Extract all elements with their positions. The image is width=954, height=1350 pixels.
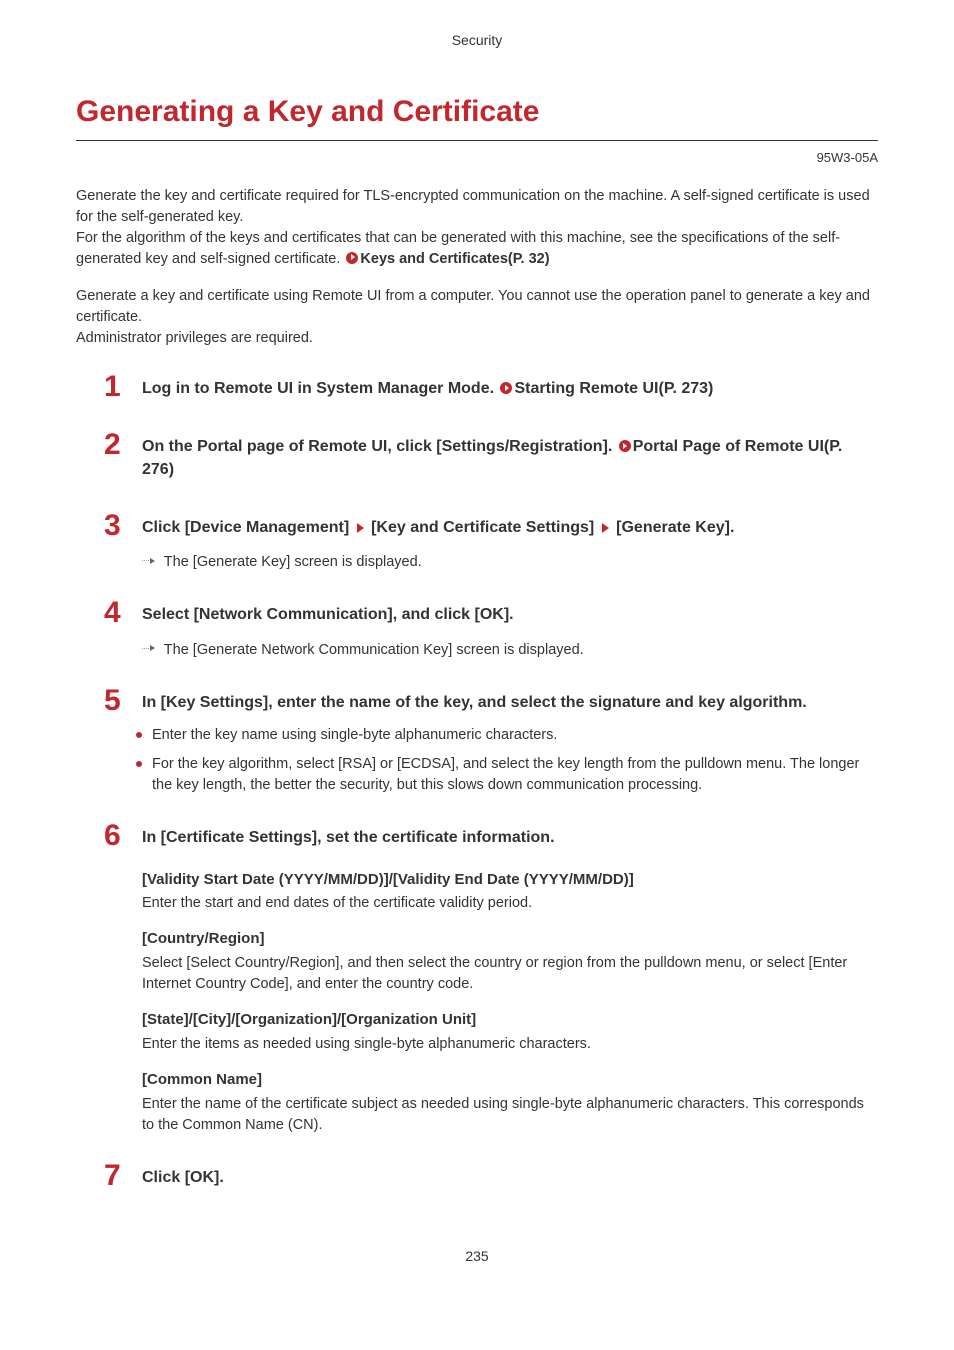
- step-number: 2: [104, 431, 134, 460]
- document-code: 95W3-05A: [76, 149, 878, 168]
- step-5: 5 In [Key Settings], enter the name of t…: [104, 687, 878, 716]
- intro-paragraph: Generate the key and certificate require…: [76, 186, 878, 228]
- breadcrumb-separator-icon: [357, 523, 364, 533]
- step-number: 5: [104, 687, 134, 716]
- step-number: 1: [104, 373, 134, 402]
- step-part: [Generate Key].: [616, 519, 734, 536]
- cert-item-body: Select [Select Country/Region], and then…: [142, 953, 878, 995]
- intro-block-2: Generate a key and certificate using Rem…: [76, 286, 878, 349]
- cert-common-name: [Common Name] Enter the name of the cert…: [142, 1069, 878, 1136]
- step-7: 7 Click [OK].: [104, 1162, 878, 1191]
- list-item: For the key algorithm, select [RSA] or […: [134, 754, 878, 796]
- cert-state-city-org: [State]/[City]/[Organization]/[Organizat…: [142, 1009, 878, 1055]
- cert-validity-dates: [Validity Start Date (YYYY/MM/DD)]/[Vali…: [142, 869, 878, 915]
- keys-certificates-link[interactable]: Keys and Certificates(P. 32): [360, 251, 549, 267]
- list-item: Enter the key name using single-byte alp…: [134, 725, 878, 746]
- intro-paragraph: For the algorithm of the keys and certif…: [76, 228, 878, 270]
- step-2: 2 On the Portal page of Remote UI, click…: [104, 431, 878, 481]
- link-play-icon: [500, 382, 512, 394]
- cert-item-head: [Common Name]: [142, 1069, 878, 1091]
- starting-remote-ui-link[interactable]: Starting Remote UI(P. 273): [514, 380, 713, 397]
- step-number: 7: [104, 1162, 134, 1191]
- cert-item-body: Enter the items as needed using single-b…: [142, 1034, 878, 1055]
- cert-item-body: Enter the start and end dates of the cer…: [142, 893, 878, 914]
- result-text: The [Generate Key] screen is displayed.: [164, 554, 422, 570]
- result-arrow-icon: [142, 645, 158, 653]
- link-play-icon: [346, 252, 358, 264]
- step-heading: Click [OK].: [142, 1162, 224, 1189]
- step-heading: Log in to Remote UI in System Manager Mo…: [142, 373, 713, 400]
- step-5-bullets: Enter the key name using single-byte alp…: [134, 725, 878, 796]
- page-title: Generating a Key and Certificate: [76, 90, 878, 141]
- step-number: 6: [104, 822, 134, 851]
- step-3: 3 Click [Device Management] [Key and Cer…: [104, 512, 878, 541]
- link-play-icon: [619, 440, 631, 452]
- step-number: 4: [104, 599, 134, 628]
- step-part: Click [Device Management]: [142, 519, 349, 536]
- step-4-result: The [Generate Network Communication Key]…: [142, 640, 878, 661]
- cert-item-head: [State]/[City]/[Organization]/[Organizat…: [142, 1009, 878, 1031]
- step-text: Log in to Remote UI in System Manager Mo…: [142, 380, 498, 397]
- step-3-result: The [Generate Key] screen is displayed.: [142, 552, 878, 573]
- step-heading: In [Key Settings], enter the name of the…: [142, 687, 807, 714]
- step-text: On the Portal page of Remote UI, click […: [142, 438, 617, 455]
- cert-item-head: [Country/Region]: [142, 928, 878, 950]
- step-1: 1 Log in to Remote UI in System Manager …: [104, 373, 878, 402]
- step-heading: On the Portal page of Remote UI, click […: [142, 431, 878, 481]
- intro-paragraph: Generate a key and certificate using Rem…: [76, 286, 878, 328]
- section-header: Security: [76, 30, 878, 50]
- cert-country-region: [Country/Region] Select [Select Country/…: [142, 928, 878, 995]
- intro-block: Generate the key and certificate require…: [76, 186, 878, 270]
- certificate-settings-block: [Validity Start Date (YYYY/MM/DD)]/[Vali…: [142, 869, 878, 1136]
- step-heading: Click [Device Management] [Key and Certi…: [142, 512, 734, 539]
- page-number: 235: [76, 1246, 878, 1266]
- step-6: 6 In [Certificate Settings], set the cer…: [104, 822, 878, 851]
- result-arrow-icon: [142, 557, 158, 565]
- result-text: The [Generate Network Communication Key]…: [164, 642, 584, 658]
- cert-item-head: [Validity Start Date (YYYY/MM/DD)]/[Vali…: [142, 869, 878, 891]
- step-4: 4 Select [Network Communication], and cl…: [104, 599, 878, 628]
- cert-item-body: Enter the name of the certificate subjec…: [142, 1094, 878, 1136]
- breadcrumb-separator-icon: [602, 523, 609, 533]
- step-heading: Select [Network Communication], and clic…: [142, 599, 514, 626]
- intro-paragraph: Administrator privileges are required.: [76, 328, 878, 349]
- step-number: 3: [104, 512, 134, 541]
- step-part: [Key and Certificate Settings]: [371, 519, 594, 536]
- step-heading: In [Certificate Settings], set the certi…: [142, 822, 555, 849]
